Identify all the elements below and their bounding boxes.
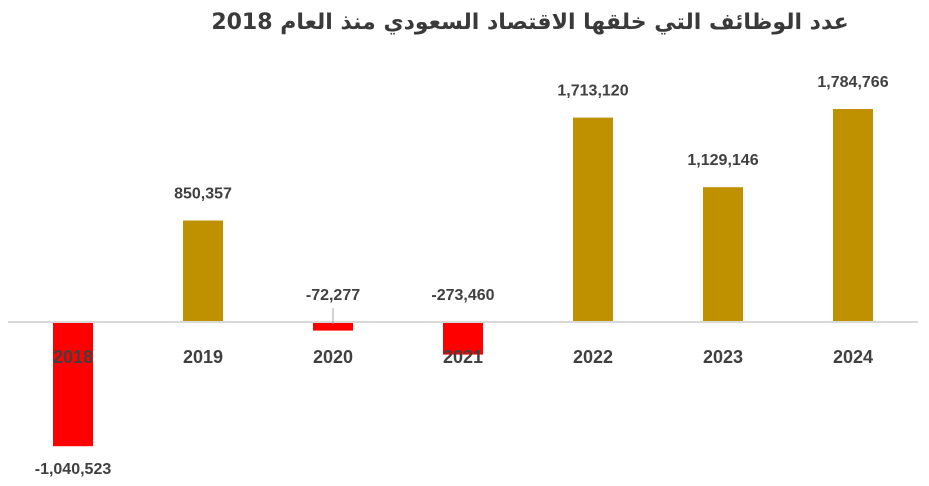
x-tick-label-2024: 2024: [833, 347, 873, 367]
data-label-2022: 1,713,120: [557, 83, 628, 100]
x-tick-label-2021: 2021: [443, 347, 483, 367]
bar-2023: [703, 187, 743, 322]
x-tick-label-2018: 2018: [53, 347, 93, 367]
x-tick-label-2020: 2020: [313, 347, 353, 367]
x-tick-label-2023: 2023: [703, 347, 743, 367]
bar-2022: [573, 117, 613, 322]
bar-2019: [183, 220, 223, 322]
bar-2018: [53, 322, 93, 447]
bar-2020: [313, 322, 353, 331]
data-label-2021: -273,460: [431, 287, 494, 304]
bar-2021: [443, 322, 483, 355]
data-label-2024: 1,784,766: [817, 74, 888, 91]
data-label-2019: 850,357: [174, 186, 232, 203]
bar-2024: [833, 109, 873, 322]
data-label-2023: 1,129,146: [687, 152, 758, 169]
data-label-2018: -1,040,523: [35, 461, 112, 478]
data-label-2020: -72,277: [306, 287, 360, 304]
x-tick-label-2019: 2019: [183, 347, 223, 367]
chart-title: عدد الوظائف التي خلقها الاقتصاد السعودي …: [211, 10, 849, 35]
x-tick-label-2022: 2022: [573, 347, 613, 367]
